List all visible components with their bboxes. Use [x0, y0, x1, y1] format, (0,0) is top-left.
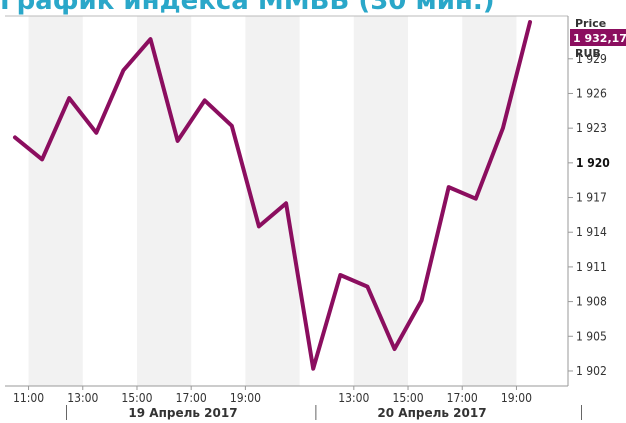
grid-stripe: [28, 16, 83, 386]
unit-label: RUB: [575, 47, 601, 60]
y-tick-label: 1 911: [576, 260, 607, 274]
x-tick-label: 13:00: [338, 391, 369, 405]
price-label: Price: [575, 17, 606, 30]
y-tick-label: 1 923: [576, 121, 607, 135]
y-tick-label: 1 917: [576, 191, 607, 205]
x-axis: 11:00 13:00 15:00 17:00 19:00 13:00 15:00 17:00…: [13, 386, 582, 420]
y-tick-label: 1 920: [576, 156, 610, 170]
series-line: [13, 20, 532, 371]
page-title: График индекса ММВБ (30 мин.): [0, 0, 495, 16]
grid-stripes: [28, 16, 517, 386]
x-tick-label: 19:00: [230, 391, 261, 405]
y-tick-label: 1 926: [576, 86, 607, 100]
x-tick-label: 15:00: [392, 391, 423, 405]
y-axis: 1 902 1 905 1 908 1 911 1 914 1 917 1 920 1 923…: [568, 52, 610, 378]
x-tick-label: 17:00: [447, 391, 478, 405]
day-label: 20 Апрель 2017: [377, 406, 486, 420]
grid-stripe: [245, 16, 300, 386]
x-tick-label: 17:00: [176, 391, 207, 405]
y-tick-label: 1 929: [576, 52, 607, 66]
y-tick-label: 1 905: [576, 329, 607, 343]
x-tick-label: 19:00: [501, 391, 532, 405]
grid-stripe: [136, 16, 192, 386]
x-tick-label: 13:00: [67, 391, 98, 405]
last-value-text: 1 932,17: [573, 32, 626, 45]
day-label: 19 Апрель 2017: [128, 406, 237, 420]
grid-stripe: [353, 16, 409, 386]
grid-stripe: [462, 16, 517, 386]
x-tick-label: 11:00: [13, 391, 44, 405]
y-tick-label: 1 908: [576, 295, 607, 309]
last-value-badge: [570, 29, 626, 46]
x-tick-label: 15:00: [121, 391, 152, 405]
y-tick-label: 1 902: [576, 364, 607, 378]
y-tick-label: 1 914: [576, 225, 607, 239]
